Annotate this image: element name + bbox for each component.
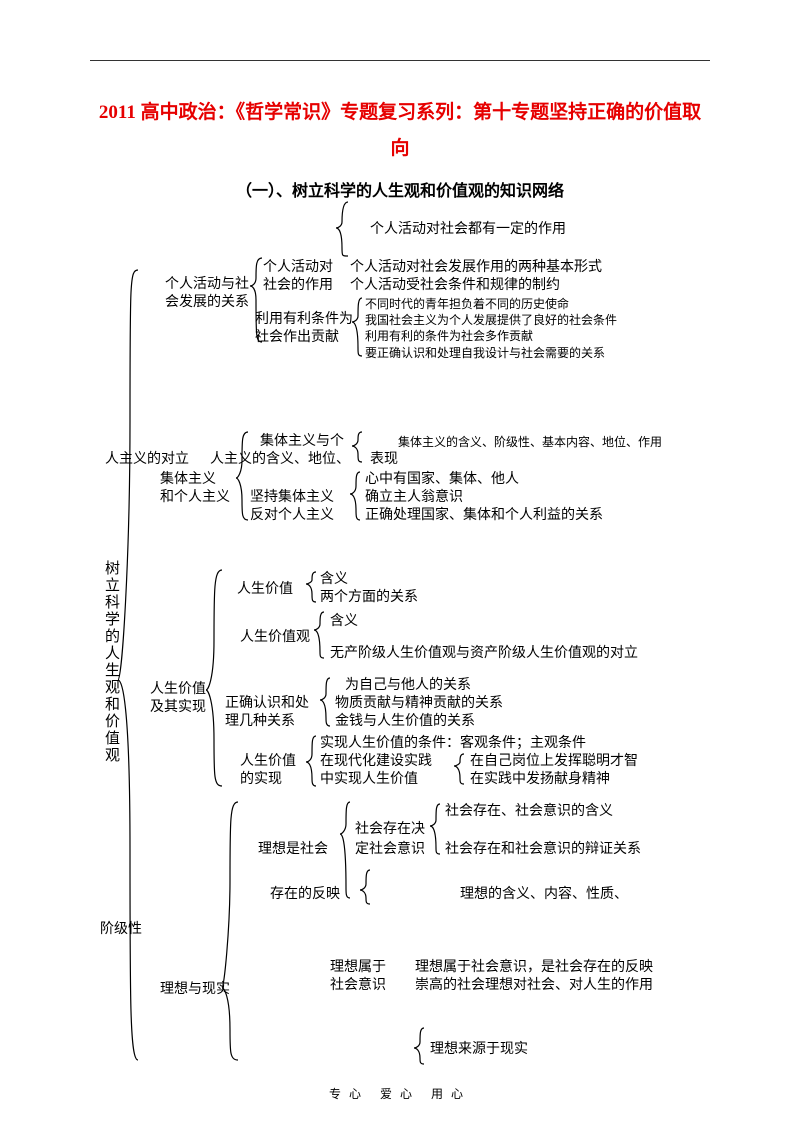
s4-inner1b: 定社会意识: [355, 840, 425, 860]
s3-sub2: 人生价值观: [240, 628, 310, 648]
s3-sub3a: 正确认识和处: [225, 694, 309, 714]
s3-sub4a: 人生价值: [240, 752, 296, 772]
s1-label-a: 个人活动与社: [165, 275, 249, 295]
s3-leaf3a: 为自己与他人的关系: [345, 676, 471, 696]
s1-sub2a: 利用有利条件为: [255, 310, 353, 330]
s3-leaf4a: 实现人生价值的条件：客观条件；主观条件: [320, 734, 586, 754]
page: 2011 高中政治：《哲学常识》专题复习系列：第十专题坚持正确的价值取向 （一）…: [0, 0, 800, 1132]
main-title: 2011 高中政治：《哲学常识》专题复习系列：第十专题坚持正确的价值取向: [90, 95, 710, 167]
s2-leaf3: 确立主人翁意识: [365, 488, 463, 508]
s1-leaf7: 要正确认识和处理自我设计与社会需要的关系: [365, 345, 605, 362]
s4-leaf1b: 社会存在和社会意识的辩证关系: [445, 840, 641, 860]
s3-sub3b: 理几种关系: [225, 712, 295, 732]
s2-label-a: 集体主义: [160, 470, 216, 490]
s3-sub1: 人生价值: [237, 580, 293, 600]
s3-leaf2a: 含义: [330, 612, 358, 632]
s4-inner1a: 社会存在决: [355, 820, 425, 840]
s3-leaf2b: 无产阶级人生价值观与资产阶级人生价值观的对立: [330, 644, 638, 664]
s4-label: 理想与现实: [160, 980, 230, 1000]
s2-sub1c: 表现: [370, 450, 398, 470]
s3-leaf3b: 物质贡献与精神贡献的关系: [335, 694, 503, 714]
s4-leaf4: 理想来源于现实: [430, 1040, 528, 1060]
s4-post: 阶级性: [100, 920, 142, 940]
s2-leaf1: 集体主义的含义、阶级性、基本内容、地位、作用: [398, 434, 662, 451]
s2-sub2a: 坚持集体主义: [250, 488, 334, 508]
s3-leaf4b1: 在现代化建设实践: [320, 752, 432, 772]
footer: 专心 爱心 用心: [0, 1085, 800, 1102]
top-rule: [90, 60, 710, 61]
s1-leaf1: 个人活动对社会都有一定的作用: [370, 220, 566, 240]
s3-leaf3c: 金钱与人生价值的关系: [335, 712, 475, 732]
s2-leaf2: 心中有国家、集体、他人: [365, 470, 519, 490]
s1-sub1a: 个人活动对: [263, 258, 333, 278]
s3-leaf4b2: 中实现人生价值: [320, 770, 418, 790]
s2-pre: 人主义的对立: [105, 450, 189, 470]
s4-leaf1a: 社会存在、社会意识的含义: [445, 802, 613, 822]
s1-leaf4: 不同时代的青年担负着不同的历史使命: [365, 296, 569, 313]
s2-sub2b: 反对个人主义: [250, 506, 334, 526]
s1-leaf6: 利用有利的条件为社会多作贡献: [365, 328, 533, 345]
s3-leaf1a: 含义: [320, 570, 348, 590]
vertical-main-label: 树立科学的人生观和价值观: [100, 560, 121, 764]
s1-leaf2: 个人活动对社会发展作用的两种基本形式: [350, 258, 602, 278]
s3-label-a: 人生价值: [150, 680, 206, 700]
s4-sub1a: 理想是社会: [258, 840, 328, 860]
s3-label-b: 及其实现: [150, 698, 206, 718]
s1-label-b: 会发展的关系: [165, 293, 249, 313]
s2-label-b: 和个人主义: [160, 488, 230, 508]
s3-leaf4d: 在实践中发扬献身精神: [470, 770, 610, 790]
s4-leaf3b: 崇高的社会理想对社会、对人生的作用: [415, 976, 653, 996]
s1-sub1b: 社会的作用: [263, 276, 333, 296]
s3-sub4b: 的实现: [240, 770, 282, 790]
s1-leaf3: 个人活动受社会条件和规律的制约: [350, 276, 560, 296]
s2-sub1b: 人主义的含义、地位、: [210, 450, 350, 470]
s4-sub1b: 存在的反映: [270, 885, 340, 905]
s3-leaf4c: 在自己岗位上发挥聪明才智: [470, 752, 638, 772]
s1-sub2b: 社会作出贡献: [255, 328, 339, 348]
s2-sub1a: 集体主义与个: [260, 432, 344, 452]
s4-leaf3a: 理想属于社会意识，是社会存在的反映: [415, 958, 653, 978]
subtitle: （一）、树立科学的人生观和价值观的知识网络: [90, 177, 710, 201]
s4-leaf2: 理想的含义、内容、性质、: [460, 885, 628, 905]
s4-sub2b: 社会意识: [330, 976, 386, 996]
s3-leaf1b: 两个方面的关系: [320, 588, 418, 608]
s2-leaf4: 正确处理国家、集体和个人利益的关系: [365, 506, 603, 526]
s1-leaf5: 我国社会主义为个人发展提供了良好的社会条件: [365, 312, 617, 329]
s4-sub2a: 理想属于: [330, 958, 386, 978]
